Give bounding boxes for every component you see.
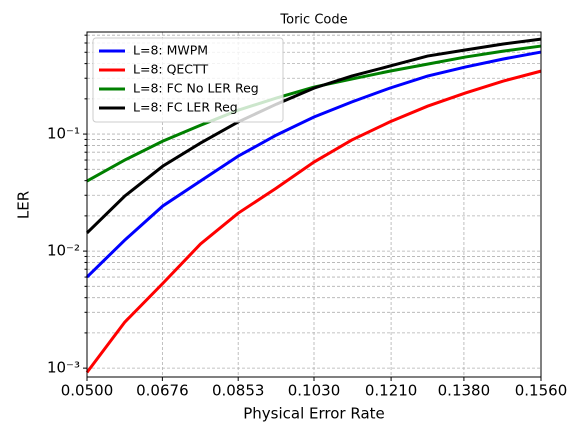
legend-label: L=8: FC LER Reg	[133, 100, 238, 115]
y-tick-label: 10⁻¹	[47, 125, 80, 143]
x-tick-label: 0.1030	[288, 382, 341, 400]
x-axis-label: Physical Error Rate	[243, 405, 385, 423]
line-series	[85, 37, 542, 234]
plot-frame	[86, 31, 542, 378]
y-tick-label: 10⁻³	[47, 359, 80, 377]
legend-box	[92, 37, 284, 123]
x-tick-label: 0.1210	[365, 382, 418, 400]
legend-label: L=8: QECTT	[133, 62, 208, 77]
y-tick-label: 10⁻²	[47, 242, 80, 260]
legend-label: L=8: FC No LER Reg	[133, 81, 259, 96]
line-series	[85, 69, 542, 374]
x-tick-label: 0.1560	[515, 382, 568, 400]
legend-label: L=8: MWPM	[133, 43, 208, 58]
x-tick-label: 0.0500	[61, 382, 114, 400]
x-tick-label: 0.0676	[136, 382, 189, 400]
legend: L=8: MWPM L=8: QECTT L=8: FC No LER Reg L=8…	[92, 37, 284, 123]
x-tick-label: 0.1380	[438, 382, 491, 400]
chart-title: Toric Code	[279, 13, 347, 28]
x-tick-label: 0.0853	[212, 382, 265, 400]
line-series	[85, 50, 542, 279]
y-axis-label: LER	[15, 191, 33, 219]
